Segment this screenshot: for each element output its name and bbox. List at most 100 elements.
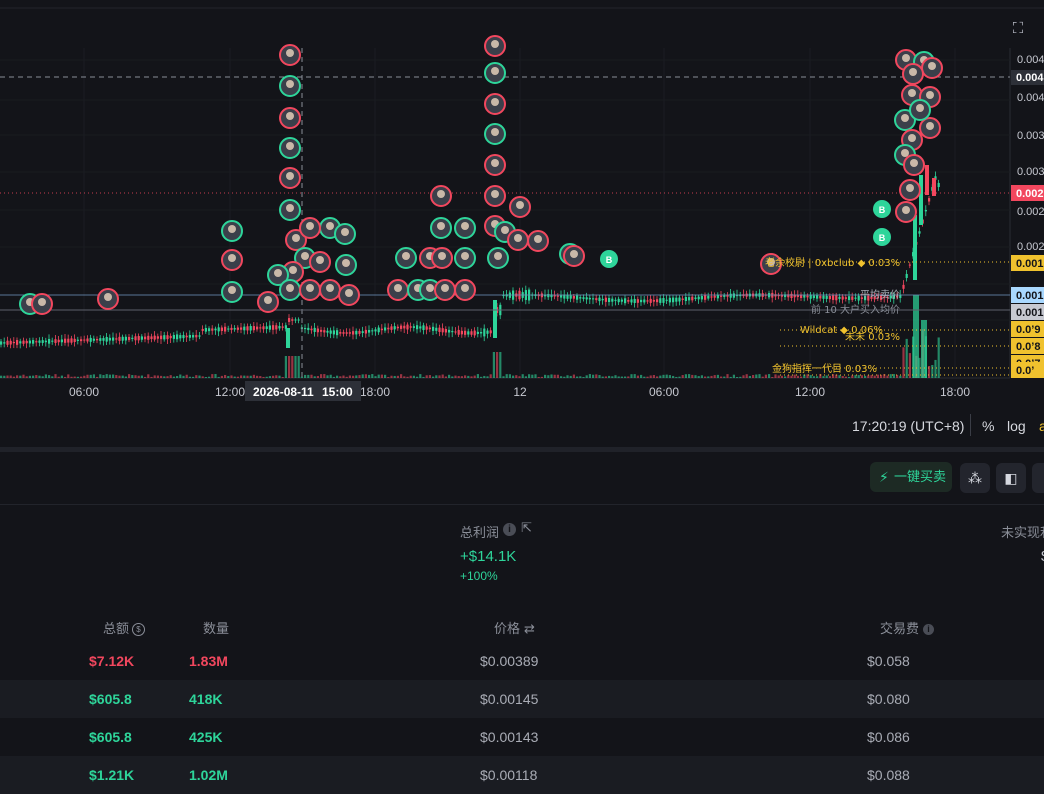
candle [3,342,6,344]
candle [188,334,191,338]
candle [249,326,252,331]
volume-bar [48,375,51,378]
volume-bar [512,375,515,378]
auto-scale-toggle[interactable]: a [1039,418,1044,434]
volume-bar [470,376,473,378]
panel-toggle-button[interactable]: ◧ [996,463,1026,493]
trader-avatar [509,196,531,218]
y-axis-tick-label: 0.002 [1017,206,1044,218]
candle [64,338,67,343]
candle [489,330,492,334]
currency-switch-icon[interactable]: $ [132,623,146,637]
volume-bar [464,375,467,378]
volume-bar [83,375,86,378]
candle [19,341,22,344]
candle [777,294,780,297]
candle [892,294,895,299]
chart-annotation: 未未 0.03% [845,331,900,343]
volume-bar [6,375,9,378]
price-badge: 0.001 [1011,304,1044,320]
avatar-face [491,40,499,48]
volume-bar [595,374,598,378]
table-row[interactable]: $7.12K 1.83M $0.00389 $0.058 [0,642,1044,680]
volume-bar [800,376,803,378]
candle [844,297,847,299]
candle [166,335,169,340]
volume-bar [160,375,163,378]
volume-bar [115,375,118,378]
volume-bar [201,376,204,378]
volume-bar [668,375,671,378]
table-row[interactable]: $605.8 418K $0.00145 $0.080 [0,680,1044,718]
settings-button[interactable] [1032,463,1044,493]
candle [883,296,886,299]
candle [425,326,428,330]
avatar-face [441,284,449,292]
candle [32,340,35,344]
candle [57,339,60,343]
info-icon[interactable]: i [923,624,935,636]
candle [886,296,889,298]
volume-bar [32,375,35,378]
log-scale-toggle[interactable]: log [1007,418,1026,434]
candle [310,328,313,331]
avatar-face [228,286,236,294]
volume-bar [694,375,697,378]
volume-bar [726,374,729,378]
price-badge-bg [1011,255,1044,271]
avatar-face [286,172,294,180]
percent-scale-toggle[interactable]: % [982,418,995,434]
candle [400,325,403,329]
table-row[interactable]: $1.21K 1.02M $0.00118 $0.088 [0,756,1044,794]
avatar-face [341,228,349,236]
avatar-face [534,235,542,243]
price-chart[interactable]: B B B 老余校尉 | 0xbclub ◆ 0.03% 平均卖价前 10 大户买入均… [0,0,1044,448]
trader-avatar [395,247,417,269]
avatar-face [326,284,334,292]
volume-bar [172,376,175,378]
avatar-face [494,252,502,260]
candle [179,335,182,339]
candle [220,327,223,331]
total-profit-value: +$14.1K [460,548,517,565]
volume-bar [931,364,934,378]
candle [396,326,399,329]
info-icon[interactable]: i [503,523,516,536]
volume-bar [547,375,550,378]
volume-bar [0,375,3,378]
candle [262,326,265,330]
volume-bar [348,375,351,378]
candle [704,295,707,300]
trader-avatar [279,75,301,97]
share-button[interactable]: ⁂ [960,463,990,493]
volume-bar [416,376,419,378]
pane-divider[interactable] [0,447,1044,452]
volume-bar [214,374,217,378]
trader-avatar [454,279,476,301]
swap-icon[interactable]: ⇄ [524,621,535,636]
fullscreen-icon[interactable]: ⛶ [1012,20,1024,37]
volume-bar [195,375,198,378]
volume-bar [582,376,585,378]
quick-trade-button[interactable]: ⚡ 一键买卖 [870,462,952,492]
header-price[interactable]: 价格 ⇄ [494,618,535,637]
trader-avatar [221,220,243,242]
candle [169,335,172,339]
avatar-face [901,114,909,122]
volume-bar [368,374,371,378]
table-row[interactable]: $605.8 425K $0.00143 $0.086 [0,718,1044,756]
x-axis-tick-label: 06:00 [649,385,679,399]
header-total[interactable]: 总额 $ [103,618,146,637]
volume-bar [732,374,735,378]
candle [678,297,681,302]
volume-bar [435,375,438,378]
volume-bar [86,374,89,378]
volume-bar [742,375,745,378]
trader-avatar [902,63,924,85]
row-qty: 1.02M [189,767,228,783]
external-link-icon[interactable]: ⇱ [521,520,532,535]
candle [726,295,729,297]
candle [784,294,787,298]
candle [899,294,902,298]
